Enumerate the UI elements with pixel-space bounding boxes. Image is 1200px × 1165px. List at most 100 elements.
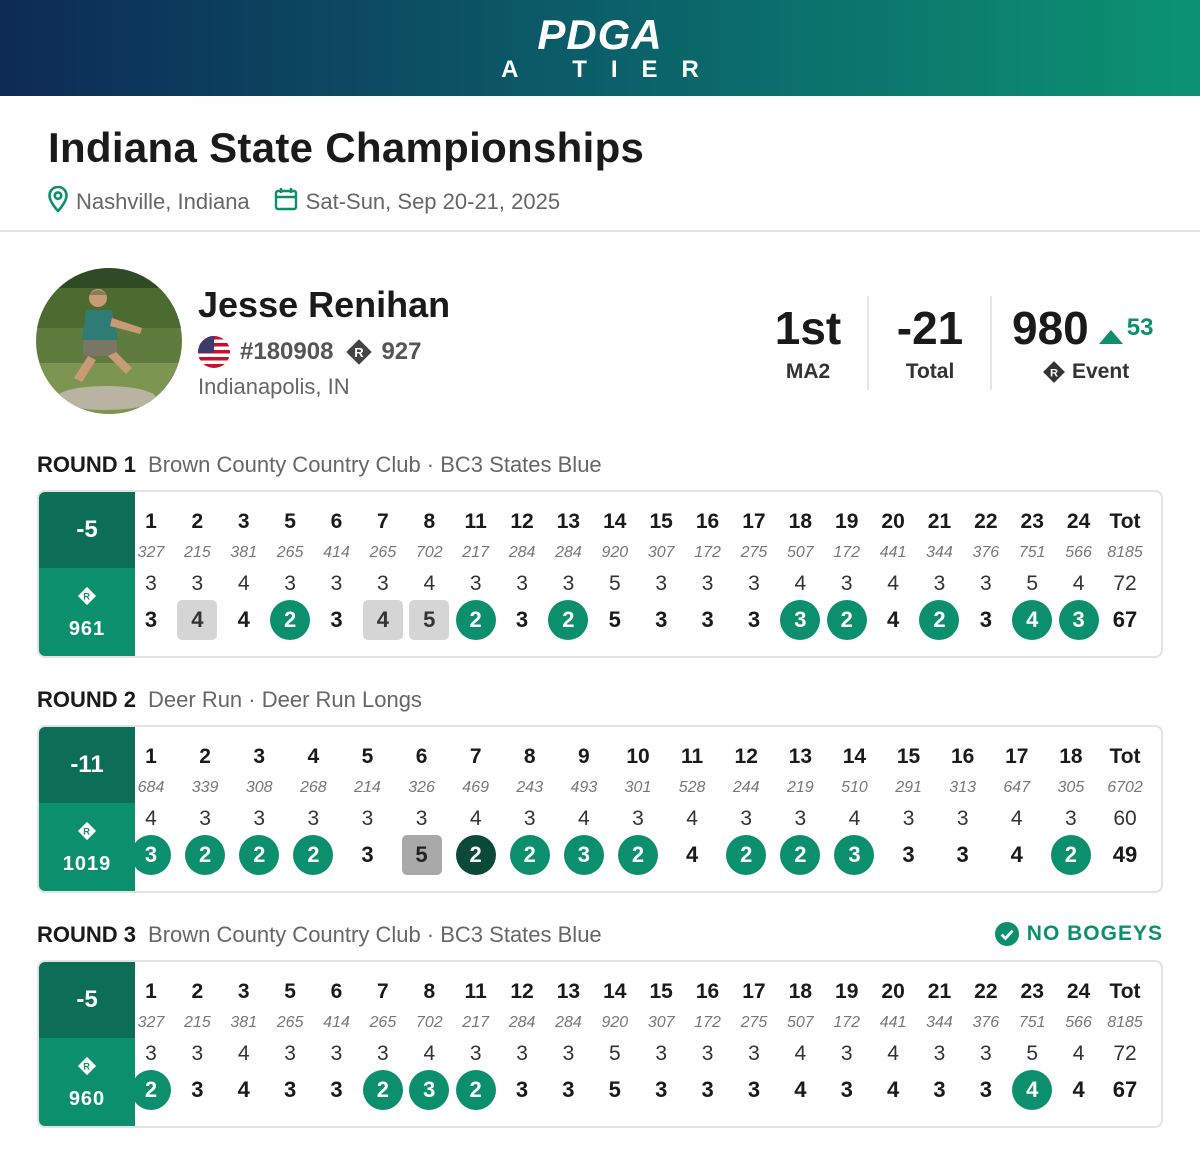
hole-number: 3	[237, 980, 250, 1003]
hole-distance: 441	[879, 1014, 907, 1031]
event-title: Indiana State Championships	[48, 124, 645, 171]
hole-distance: 702	[415, 1014, 443, 1031]
player-rating: 927	[381, 338, 422, 365]
hole-distance: 647	[1003, 779, 1031, 796]
hole-score: 3	[655, 607, 668, 632]
round-total-score: 67	[1112, 607, 1138, 632]
hole-distance: 265	[276, 1014, 304, 1031]
hole-distance: 469	[462, 779, 489, 796]
hole-distance: 684	[137, 779, 165, 796]
hole-number: 14	[842, 745, 867, 768]
hole-distance: 172	[833, 544, 861, 561]
round-total-score: 49	[1112, 842, 1138, 867]
hole-par: 3	[145, 1042, 157, 1065]
hole-score: 3	[902, 842, 915, 867]
hole-par: 4	[237, 572, 250, 595]
hole-number: 5	[284, 510, 296, 533]
hole-distance: 217	[462, 544, 489, 561]
svg-text:R: R	[83, 826, 90, 836]
hole-distance: 751	[1018, 544, 1046, 561]
round-summary: -11 R 1019	[39, 727, 135, 891]
hole-score: 3	[979, 607, 992, 632]
hole-number: 1	[145, 510, 157, 533]
hole-number: 15	[649, 510, 673, 533]
hole-distance: 291	[895, 779, 922, 796]
hole-distance: 265	[369, 1014, 397, 1031]
hole-par: 4	[1010, 807, 1023, 830]
hole-number: 8	[423, 980, 436, 1003]
hole-par: 3	[956, 807, 969, 830]
hole-score: 3	[747, 1077, 761, 1102]
hole-score: 4	[1072, 1077, 1085, 1102]
hole-par: 3	[794, 807, 807, 830]
hole-score: 3	[747, 607, 761, 632]
rating-icon: R	[77, 586, 97, 612]
hole-number: 18	[1059, 745, 1083, 768]
hole-par: 3	[740, 807, 753, 830]
round-label: ROUND 3	[37, 922, 137, 947]
hole-number: 16	[950, 745, 975, 768]
hole-par: 4	[145, 807, 157, 830]
hole-score: 3	[330, 1077, 343, 1102]
hole-score: 3	[701, 607, 714, 632]
hole-par: 3	[516, 572, 528, 595]
hole-par: 3	[199, 807, 211, 830]
hole-number: 1	[145, 745, 157, 768]
hole-distance: 215	[184, 544, 211, 561]
hole-number: 10	[626, 745, 650, 768]
hole-score: 4	[177, 600, 218, 640]
round-course: Brown County Country Club · BC3 States B…	[148, 452, 602, 477]
hole-par: 60	[1113, 807, 1137, 830]
svg-text:R: R	[83, 591, 90, 601]
svg-text:R: R	[355, 345, 365, 360]
hole-score: 3	[144, 607, 158, 632]
event-location: Nashville, Indiana	[76, 189, 250, 214]
hole-number: 7	[377, 980, 389, 1003]
hole-score: 4	[1012, 1070, 1053, 1110]
hole-distance: 751	[1018, 1014, 1046, 1031]
hole-number: 21	[927, 510, 952, 533]
hole-score: 4	[1012, 600, 1053, 640]
hole-par: 3	[284, 572, 296, 595]
hole-number: 1	[145, 980, 157, 1003]
us-flag-icon	[198, 336, 230, 368]
hole-distance: 284	[508, 1014, 536, 1031]
hole-score: 2	[548, 600, 589, 640]
rating-icon: R	[1042, 360, 1066, 384]
hole-score: 4	[1010, 842, 1023, 867]
hole-par: 4	[423, 572, 436, 595]
hole-distance: 8185	[1107, 544, 1143, 561]
hole-par: 3	[361, 807, 374, 830]
event-rating-label: Event	[1072, 360, 1130, 383]
hole-par: 72	[1113, 572, 1137, 595]
hole-par: 3	[748, 572, 760, 595]
hole-score: 3	[409, 1070, 450, 1110]
hole-distance: 566	[1065, 544, 1092, 561]
place-stat: 1st MA2	[770, 300, 846, 384]
hole-score: 3	[956, 842, 969, 867]
hole-par: 4	[794, 572, 807, 595]
hole-score: 5	[401, 835, 442, 875]
hole-score: 2	[919, 600, 960, 640]
hole-score: 3	[284, 1077, 297, 1102]
round-3-header: ROUND 3 Brown County Country Club · BC3 …	[37, 922, 602, 948]
svg-text:R: R	[1050, 367, 1058, 379]
hole-par: 3	[377, 572, 389, 595]
round-2-scorecard: -11 R 1019 1 684 4 3 2 339 3 2 3 308 3 2 4 268 3 2 5 214 3…	[37, 725, 1163, 893]
hole-number: 22	[974, 510, 998, 533]
hole-par: 3	[840, 1042, 853, 1065]
hole-par: 3	[933, 1042, 946, 1065]
hole-number: 6	[330, 510, 343, 533]
hole-number: 14	[603, 980, 627, 1003]
hole-score: 2	[455, 835, 496, 875]
hole-par: 3	[748, 1042, 760, 1065]
hole-par: 3	[145, 572, 157, 595]
hole-distance: 265	[369, 544, 397, 561]
hole-number: 12	[734, 745, 758, 768]
tier-label: A TIER	[501, 56, 723, 83]
hole-number: 18	[788, 510, 812, 533]
hole-par: 4	[469, 807, 482, 830]
hole-score: 4	[237, 607, 250, 632]
total-header: Tot	[1109, 510, 1141, 533]
hole-distance: 275	[740, 544, 768, 561]
